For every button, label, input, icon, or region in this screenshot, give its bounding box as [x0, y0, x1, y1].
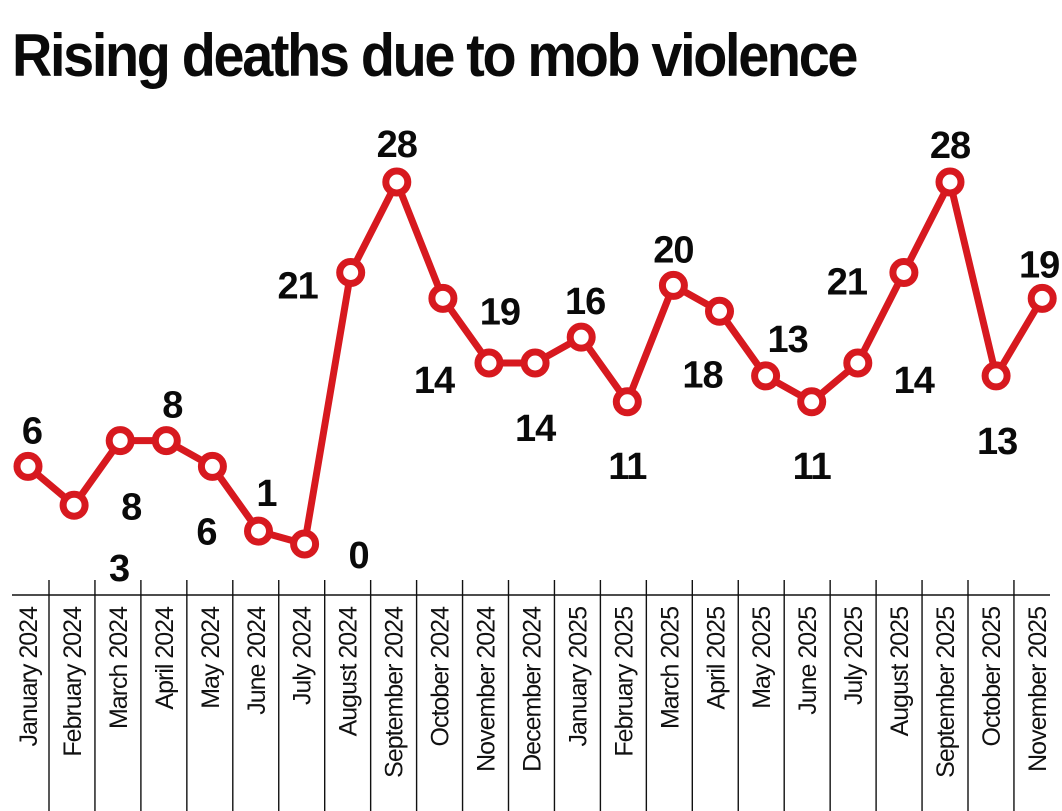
- data-label: 19: [1019, 244, 1059, 286]
- data-point: [935, 167, 965, 197]
- x-tick-label: May 2024: [197, 606, 225, 709]
- data-point: [658, 270, 688, 300]
- data-point: [612, 387, 642, 417]
- data-point: [1027, 283, 1057, 313]
- x-tick-label: August 2025: [886, 607, 914, 736]
- data-label: 14: [894, 360, 935, 402]
- x-tick-label: May 2025: [748, 607, 776, 709]
- x-tick-label: January 2024: [15, 606, 43, 747]
- data-point: [705, 296, 734, 326]
- data-label: 11: [608, 446, 647, 488]
- data-label: 6: [196, 511, 216, 553]
- data-label: 28: [377, 124, 417, 166]
- data-point: [336, 258, 366, 287]
- data-point: [751, 361, 781, 391]
- data-label: 6: [22, 410, 42, 452]
- data-point: [151, 426, 181, 456]
- data-label: 11: [793, 446, 832, 488]
- data-point: [843, 348, 873, 378]
- x-tick-label: July 2024: [289, 606, 317, 705]
- data-label: 3: [109, 548, 129, 590]
- x-tick-label: June 2024: [243, 606, 271, 715]
- data-label: 20: [653, 229, 693, 271]
- x-tick-label: December 2024: [518, 606, 546, 772]
- data-label: 14: [515, 408, 556, 450]
- data-point: [105, 426, 135, 456]
- data-label: 14: [414, 360, 455, 402]
- x-tick-labels: January 2024 February 2024 March 2024 April…: [15, 606, 1052, 778]
- data-label: 0: [349, 535, 369, 577]
- data-label: 28: [930, 125, 970, 167]
- x-axis: [12, 580, 1050, 811]
- data-point: [382, 167, 412, 197]
- data-label: 18: [682, 354, 722, 396]
- data-point: [428, 283, 458, 313]
- chart-title: Rising deaths due to mob violence: [12, 22, 858, 89]
- x-tick-label: August 2024: [335, 606, 363, 736]
- data-label: 13: [767, 319, 807, 361]
- x-tick-label: September 2024: [381, 606, 409, 778]
- data-point: [197, 451, 227, 481]
- data-point: [244, 516, 273, 546]
- data-label: 21: [278, 266, 319, 308]
- x-tick-label: October 2025: [978, 607, 1006, 747]
- data-point: [290, 529, 320, 559]
- data-points: [13, 167, 1057, 559]
- data-label: 8: [162, 385, 182, 427]
- x-tick-label: March 2025: [656, 607, 684, 729]
- data-label: 8: [121, 487, 141, 529]
- x-tick-label: January 2025: [564, 607, 592, 747]
- x-tick-label: November 2025: [1024, 607, 1052, 772]
- data-point: [474, 348, 504, 378]
- x-tick-label: October 2024: [427, 606, 455, 747]
- data-label: 1: [256, 473, 277, 515]
- data-label: 13: [977, 421, 1017, 463]
- data-point: [981, 361, 1011, 391]
- data-label: 19: [480, 291, 520, 333]
- x-tick-label: June 2025: [794, 607, 822, 715]
- data-point: [520, 348, 550, 378]
- x-tick-label: November 2024: [473, 606, 501, 772]
- data-point: [13, 451, 43, 481]
- data-point: [889, 258, 919, 287]
- x-tick-label: February 2024: [59, 606, 87, 757]
- data-point: [59, 490, 89, 520]
- x-tick-label: April 2025: [702, 607, 730, 710]
- data-label: 21: [827, 262, 868, 304]
- x-tick-label: July 2025: [840, 607, 868, 705]
- x-tick-label: February 2025: [610, 607, 638, 757]
- x-tick-label: March 2024: [105, 606, 133, 729]
- data-point: [566, 322, 596, 352]
- data-point: [797, 387, 827, 417]
- data-label: 16: [565, 281, 605, 323]
- x-tick-label: September 2025: [932, 607, 960, 778]
- x-tick-label: April 2024: [151, 606, 179, 710]
